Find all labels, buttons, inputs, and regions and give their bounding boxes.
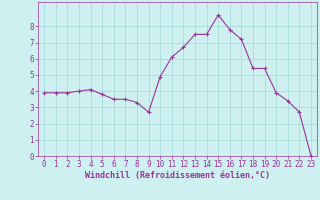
X-axis label: Windchill (Refroidissement éolien,°C): Windchill (Refroidissement éolien,°C) bbox=[85, 171, 270, 180]
